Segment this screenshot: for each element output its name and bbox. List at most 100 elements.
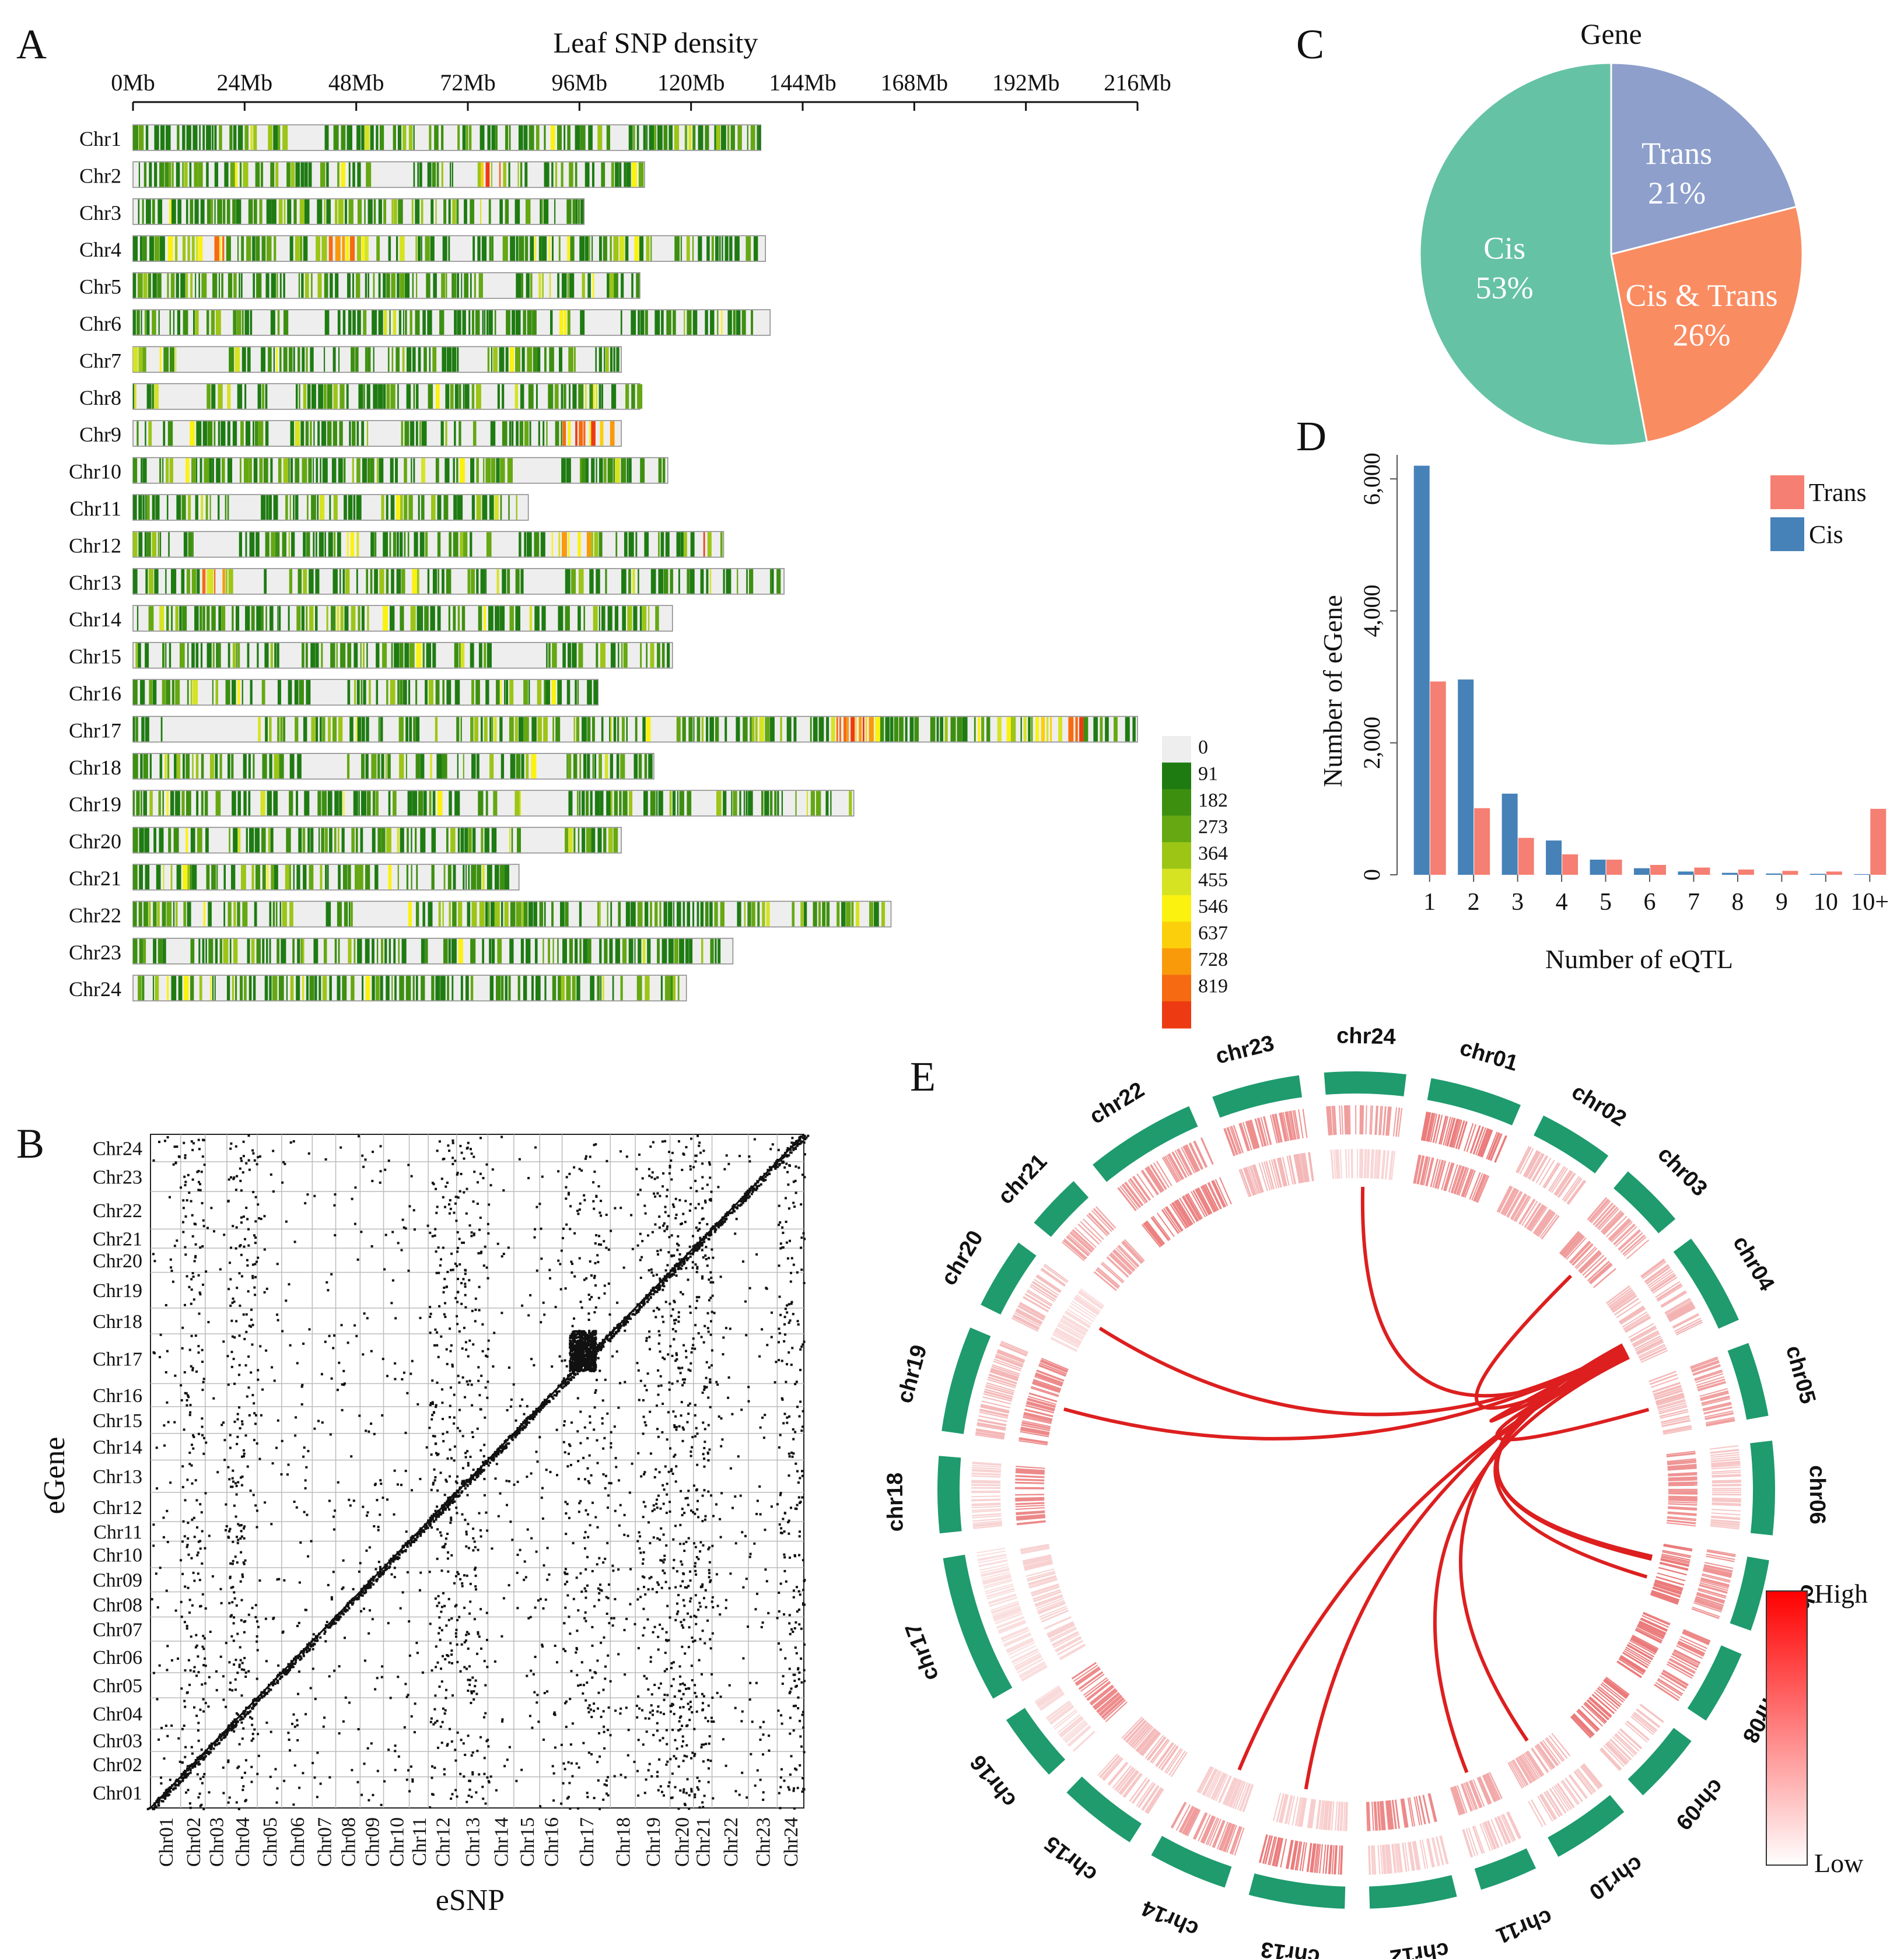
density-stripe [786, 717, 792, 742]
density-stripe [438, 569, 439, 594]
density-stripe [597, 125, 603, 150]
density-stripe [818, 902, 821, 927]
density-stripe [355, 865, 359, 889]
density-stripe [517, 828, 522, 853]
density-stripe [415, 828, 417, 853]
density-stripe [680, 236, 682, 261]
density-stripe [726, 569, 732, 594]
density-stripe [568, 347, 573, 372]
density-stripe [591, 828, 596, 853]
x-tick-label: 1 [1423, 889, 1436, 916]
density-stripe [293, 495, 295, 520]
density-stripe [141, 717, 145, 742]
density-stripe [576, 791, 579, 816]
density-stripe [376, 680, 379, 705]
density-stripe [737, 125, 742, 150]
density-stripe [232, 606, 234, 631]
circos-chrom-label: chr21 [993, 1150, 1052, 1209]
panel-e-circos-plot: chr01chr02chr03chr04chr05chr06chr07chr08… [883, 1024, 1868, 1959]
density-stripe [411, 199, 414, 224]
density-stripe [724, 717, 727, 742]
density-stripe [262, 754, 267, 779]
density-stripe [579, 938, 582, 963]
axis-tick-label: 216Mb [1104, 69, 1171, 96]
density-stripe [751, 310, 754, 335]
density-stripe [485, 902, 488, 927]
density-stripe [170, 791, 174, 816]
density-stripe [399, 643, 404, 668]
density-stripe [293, 199, 297, 224]
density-stripe [526, 938, 531, 963]
density-stripe [232, 421, 237, 446]
density-stripe [453, 532, 459, 557]
density-stripe [750, 125, 755, 150]
density-stripe [600, 421, 604, 446]
density-stripe [578, 384, 584, 409]
density-stripe [223, 865, 226, 889]
density-stripe [644, 902, 649, 927]
density-stripe [545, 680, 550, 705]
density-stripe [289, 754, 295, 779]
panel-a-snp-density: Leaf SNP density 0Mb 24Mb 48Mb 72Mb 96Mb 120M… [69, 26, 1228, 1029]
density-stripe [219, 754, 222, 779]
density-stripe [572, 643, 577, 668]
density-stripe [337, 310, 341, 335]
density-stripe [239, 162, 242, 187]
density-stripe [616, 754, 620, 779]
density-stripe [446, 569, 452, 594]
density-stripe [507, 458, 513, 483]
density-stripe [240, 421, 244, 446]
density-stripe [207, 421, 213, 446]
heat-track [975, 1340, 1028, 1440]
density-stripe [166, 458, 169, 483]
density-stripe [461, 606, 466, 631]
density-stripe [149, 236, 154, 261]
density-stripe [412, 273, 414, 298]
density-stripe [500, 495, 502, 520]
density-stripe [198, 162, 203, 187]
density-stripe [133, 717, 135, 742]
density-stripe [169, 162, 172, 187]
density-stripe [306, 680, 308, 705]
density-stripe [345, 236, 349, 261]
heat-track [1014, 1466, 1046, 1526]
density-stripe [481, 162, 484, 187]
density-stripe [930, 717, 936, 742]
density-stripe [1020, 717, 1022, 742]
density-stripe [594, 791, 600, 816]
density-stripe [751, 717, 755, 742]
density-stripe [541, 199, 543, 224]
y-chrom-label: Chr23 [93, 1166, 142, 1188]
density-stripe [393, 310, 397, 335]
density-stripe [610, 791, 612, 816]
density-stripe [386, 828, 391, 853]
density-stripe [329, 976, 332, 1001]
density-stripe [139, 236, 143, 261]
density-stripe [321, 421, 327, 446]
chromosome-arc [1474, 1848, 1536, 1890]
density-stripe [561, 458, 566, 483]
density-stripe [480, 125, 485, 150]
density-stripe [354, 938, 356, 963]
density-stripe [292, 938, 295, 963]
density-stripe [182, 606, 187, 631]
density-stripe [684, 310, 685, 335]
density-stripe [474, 273, 476, 298]
density-stripe [397, 273, 400, 298]
density-stripe [602, 976, 604, 1001]
density-stripe [1041, 717, 1045, 742]
density-stripe [408, 902, 412, 927]
density-stripe [715, 717, 719, 742]
density-stripe [894, 717, 898, 742]
density-stripe [200, 199, 205, 224]
density-stripe [548, 938, 550, 963]
x-tick-label: 9 [1776, 889, 1788, 916]
density-stripe [477, 236, 481, 261]
density-stripe [520, 162, 523, 187]
density-stripe [730, 125, 735, 150]
density-stripe [310, 643, 316, 668]
density-stripe [481, 828, 484, 853]
density-stripe [431, 828, 436, 853]
density-stripe [264, 976, 268, 1001]
density-stripe [148, 273, 152, 298]
